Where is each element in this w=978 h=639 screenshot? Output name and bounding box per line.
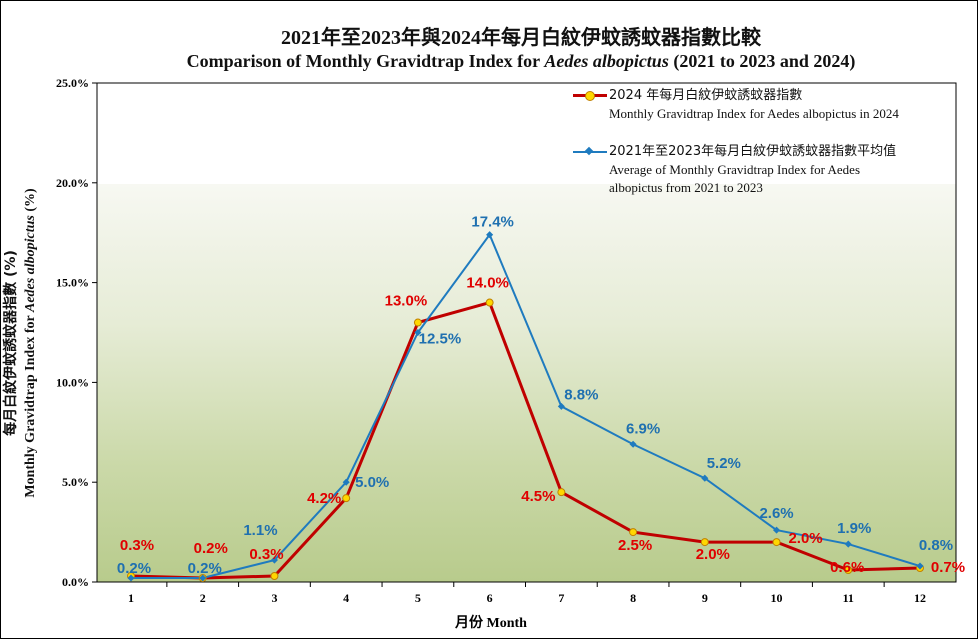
chart-title: 2021年至2023年與2024年每月白紋伊蚊誘蚊器指數比較 [281, 27, 761, 49]
y-label-prefix: Monthly Gravidtrap Index for [23, 312, 38, 498]
legend-item-2024: 2024 年每月白紋伊蚊誘蚊器指數 Monthly Gravidtrap Ind… [571, 87, 949, 123]
x-tick-label: 2 [200, 591, 206, 605]
series-average-data-label: 5.0% [355, 474, 389, 491]
y-tick-label: 0.0% [62, 575, 89, 589]
x-tick-label: 1 [128, 591, 134, 605]
plot-background [97, 184, 956, 582]
series-2024-data-label: 0.2% [194, 540, 228, 557]
legend-label-average-en: Average of Monthly Gravidtrap Index for … [609, 162, 861, 195]
series-2024-data-label: 2.0% [788, 530, 822, 547]
series-2024-point [844, 566, 853, 575]
x-tick-label: 10 [771, 591, 783, 605]
series-2024-data-label: 14.0% [466, 275, 509, 292]
y-tick-label: 20.0% [56, 176, 89, 190]
series-average-point [127, 574, 135, 582]
x-tick-label: 9 [702, 591, 708, 605]
series-average-line [131, 232, 921, 580]
subtitle-suffix: (2021 to 2023 and 2024) [668, 51, 856, 71]
y-axis-label: 每月白紋伊蚊誘蚊器指數 (%) Monthly Gravidtrap Index… [1, 108, 45, 578]
x-tick-label: 12 [914, 591, 926, 605]
plot-frame [96, 82, 957, 583]
series-2024-point [485, 298, 494, 307]
legend-item-average: 2021年至2023年每月白紋伊蚊誘蚊器指數平均值 Average of Mon… [571, 143, 949, 197]
legend-label-average-zh: 2021年至2023年每月白紋伊蚊誘蚊器指數平均值 [609, 144, 897, 159]
series-average-point [844, 540, 852, 548]
series-2024-line [130, 300, 921, 580]
x-tick-label: 6 [487, 591, 493, 605]
y-tick-label: 5.0% [62, 475, 89, 489]
series-average-data-label: 1.1% [243, 522, 277, 539]
series-2024-data-label: 13.0% [385, 293, 428, 310]
y-tick-label: 25.0% [56, 76, 89, 90]
legend-marker-average [571, 143, 609, 161]
series-average-point [701, 474, 709, 482]
series-2024-point [557, 488, 566, 497]
series-2024-data-label: 4.2% [307, 490, 341, 507]
y-label-suffix: (%) [23, 188, 38, 216]
series-2024-data-label: 0.6% [830, 559, 864, 576]
y-tick-label: 15.0% [56, 276, 89, 290]
series-2024-point [629, 528, 638, 537]
series-2024-point [772, 538, 781, 547]
series-average-point [342, 478, 350, 486]
series-average-data-label: 6.9% [626, 420, 660, 437]
subtitle-species: Aedes albopictus [544, 51, 669, 71]
series-average-data-label: 0.2% [188, 560, 222, 577]
series-average-data-label: 2.6% [759, 505, 793, 522]
series-average-data-label: 0.8% [919, 537, 953, 554]
series-2024-data-label: 0.3% [120, 537, 154, 554]
series-average-data-label: 12.5% [419, 331, 462, 348]
series-2024-data-label: 0.3% [249, 546, 283, 563]
x-tick-label: 5 [415, 591, 421, 605]
chart-subtitle: Comparison of Monthly Gravidtrap Index f… [1, 51, 977, 72]
series-average-point [414, 328, 422, 337]
series-average-data-label: 5.2% [707, 455, 741, 472]
x-tick-label: 3 [271, 591, 277, 605]
series-2024-data-label: 0.7% [931, 559, 965, 576]
x-tick-label: 8 [630, 591, 636, 605]
series-average-point [557, 402, 565, 410]
legend-marker-2024 [571, 87, 609, 105]
y-axis-label-en: Monthly Gravidtrap Index for Aedes albop… [21, 108, 41, 578]
series-average-data-label: 1.9% [837, 520, 871, 537]
y-tick-label: 10.0% [56, 375, 89, 389]
legend-label-2024-en: Monthly Gravidtrap Index for Aedes albop… [609, 106, 899, 121]
series-average-point [916, 562, 924, 570]
series-average-data-label: 0.2% [117, 560, 151, 577]
series-2024-data-label: 4.5% [521, 488, 555, 505]
legend-label-2024-zh: 2024 年每月白紋伊蚊誘蚊器指數 [609, 88, 803, 103]
legend: 2024 年每月白紋伊蚊誘蚊器指數 Monthly Gravidtrap Ind… [571, 87, 949, 211]
x-tick-label: 7 [558, 591, 564, 605]
x-tick-label: 11 [843, 591, 854, 605]
y-label-species: Aedes albopictus [23, 215, 38, 313]
series-2024-data-label: 2.0% [696, 546, 730, 563]
series-2024-data-label: 2.5% [618, 537, 652, 554]
series-average-point [199, 574, 207, 582]
series-average-point [270, 556, 278, 564]
series-average-data-label: 8.8% [564, 386, 598, 403]
series-average-point [773, 526, 781, 534]
subtitle-prefix: Comparison of Monthly Gravidtrap Index f… [186, 51, 545, 71]
x-axis-label: 月份 Month [455, 616, 527, 631]
series-2024-point [270, 572, 279, 581]
series-2024-point [700, 538, 709, 547]
y-axis-label-zh: 每月白紋伊蚊誘蚊器指數 (%) [3, 250, 19, 436]
x-tick-label: 4 [343, 591, 349, 605]
series-average-point [486, 231, 494, 239]
series-2024-point [413, 318, 422, 327]
series-average-point [629, 440, 637, 448]
series-2024-point [342, 494, 351, 503]
series-average-data-label: 17.4% [471, 214, 514, 231]
